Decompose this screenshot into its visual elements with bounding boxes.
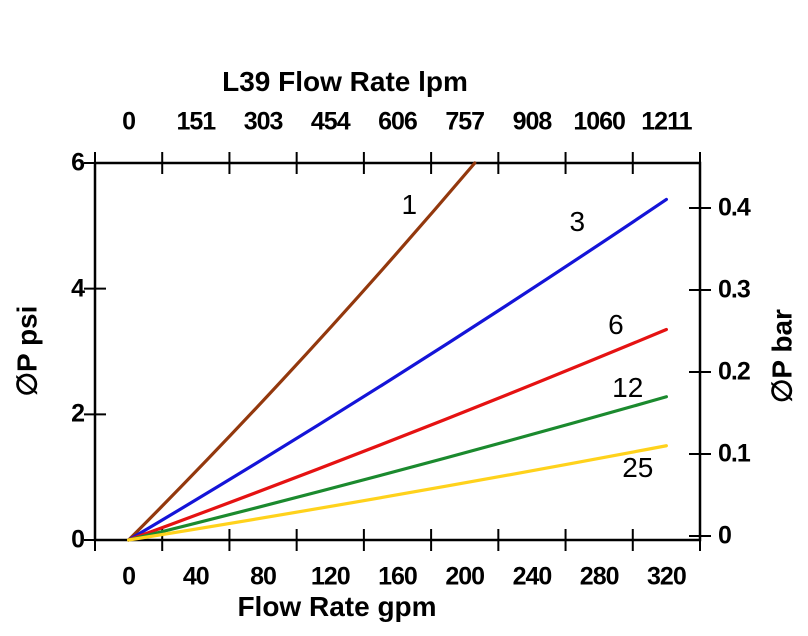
curve-6: [127, 327, 668, 542]
right-axis-tick-label: 0.1: [718, 439, 751, 468]
top-axis-tick-label: 1211: [641, 107, 692, 136]
bottom-axis-tick-label: 280: [579, 562, 620, 591]
top-axis-tick-label: 0: [122, 107, 136, 136]
left-axis-tick-label: 0: [71, 525, 85, 554]
bottom-axis-tick-label: 80: [250, 562, 277, 591]
bottom-axis-tick-label: 200: [445, 562, 485, 591]
right-axis-title: ∅P bar: [766, 309, 798, 403]
left-axis-title: ∅P psi: [11, 305, 43, 397]
left-axis-tick-label: 6: [71, 148, 85, 177]
bottom-axis-tick-label: 0: [122, 562, 136, 591]
left-axis-tick-label: 2: [71, 399, 85, 428]
top-axis-tick-label: 454: [310, 107, 351, 136]
curve-3: [127, 197, 668, 542]
bottom-axis-tick-label: 240: [512, 562, 553, 591]
plot-frame: [93, 161, 702, 542]
top-axis-tick-label: 303: [243, 107, 284, 136]
bottom-axis-tick-label: 120: [310, 562, 351, 591]
curve-label-6: 6: [608, 309, 624, 341]
bottom-axis-tick-label: 40: [182, 562, 210, 591]
curve-label-12: 12: [612, 371, 644, 403]
bottom-axis-tick-label: 320: [647, 562, 687, 591]
top-axis-tick-label: 606: [378, 107, 418, 136]
left-axis-tick-label: 4: [71, 274, 85, 303]
curve-12: [127, 395, 668, 542]
top-axis-tick-label: 151: [176, 107, 216, 136]
top-axis-tick-label: 757: [445, 107, 485, 136]
right-axis-tick-label: 0.2: [718, 357, 751, 386]
top-axis-title: L39 Flow Rate lpm: [222, 66, 468, 97]
right-axis-tick-label: 0.3: [718, 275, 751, 304]
right-axis-tick-label: 0.4: [718, 193, 751, 222]
right-axis-tick-label: 0: [718, 521, 732, 550]
curve-1: [127, 161, 477, 542]
top-axis-tick-label: 1060: [573, 107, 626, 136]
curve-label-3: 3: [569, 206, 586, 238]
curve-25: [127, 444, 668, 542]
top-axis-tick-label: 908: [512, 107, 553, 136]
curve-label-1: 1: [401, 189, 418, 221]
bottom-axis-tick-label: 160: [378, 562, 418, 591]
bottom-axis-title: Flow Rate gpm: [237, 591, 437, 622]
curve-label-25: 25: [622, 451, 654, 483]
